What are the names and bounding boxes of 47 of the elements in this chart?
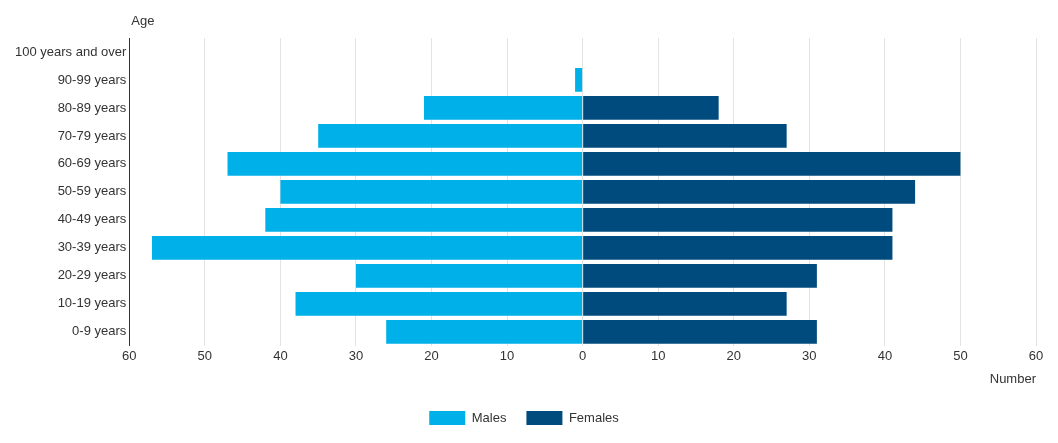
bar bbox=[227, 152, 583, 176]
y-tick-label: 60-69 years bbox=[57, 155, 127, 171]
bar bbox=[265, 207, 583, 232]
x-tick-label: 60 bbox=[122, 348, 137, 364]
bar bbox=[583, 124, 787, 148]
bar bbox=[151, 235, 583, 260]
x-tick-label: 10 bbox=[499, 348, 515, 364]
bar bbox=[583, 152, 961, 176]
x-tick-label: 30 bbox=[802, 348, 817, 364]
x-tick-label: 40 bbox=[877, 348, 893, 364]
bar bbox=[583, 96, 719, 120]
bar bbox=[423, 96, 583, 120]
legend-label: Males bbox=[471, 409, 507, 425]
y-tick-label: 100 years and over bbox=[15, 43, 127, 59]
y-tick-label: 20-29 years bbox=[57, 267, 127, 283]
y-tick-label: 0-9 years bbox=[72, 323, 127, 339]
x-tick-label: 30 bbox=[348, 348, 364, 364]
legend-label: Females bbox=[568, 409, 620, 425]
y-tick-label: 30-39 years bbox=[57, 239, 127, 255]
y-tick-label: 80-89 years bbox=[57, 99, 127, 115]
bar bbox=[583, 207, 893, 232]
bar bbox=[386, 319, 583, 344]
x-tick-label: 50 bbox=[197, 348, 213, 364]
bar bbox=[318, 124, 583, 148]
y-tick-label: 70-79 years bbox=[57, 127, 127, 143]
x-tick-label: 60 bbox=[1028, 348, 1044, 364]
x-tick-label: 10 bbox=[650, 348, 666, 364]
bar bbox=[583, 235, 893, 260]
x-tick-label: 0 bbox=[579, 348, 587, 364]
bar bbox=[295, 291, 583, 316]
bar bbox=[280, 180, 583, 204]
bar bbox=[583, 180, 916, 204]
bar bbox=[355, 263, 583, 288]
y-tick-label: 50-59 years bbox=[57, 183, 127, 199]
x-axis-title: Number bbox=[989, 370, 1037, 386]
bar bbox=[583, 319, 817, 344]
y-axis-title: Age bbox=[131, 13, 155, 29]
y-tick-label: 90-99 years bbox=[57, 71, 127, 87]
y-tick-label: 10-19 years bbox=[57, 295, 127, 311]
x-tick-label: 20 bbox=[726, 348, 741, 364]
x-tick-label: 50 bbox=[953, 348, 968, 364]
bar bbox=[583, 263, 817, 288]
y-tick-label: 40-49 years bbox=[57, 211, 127, 227]
x-tick-label: 20 bbox=[424, 348, 439, 364]
bar bbox=[575, 68, 583, 92]
x-tick-label: 40 bbox=[273, 348, 288, 364]
bar bbox=[583, 291, 787, 316]
